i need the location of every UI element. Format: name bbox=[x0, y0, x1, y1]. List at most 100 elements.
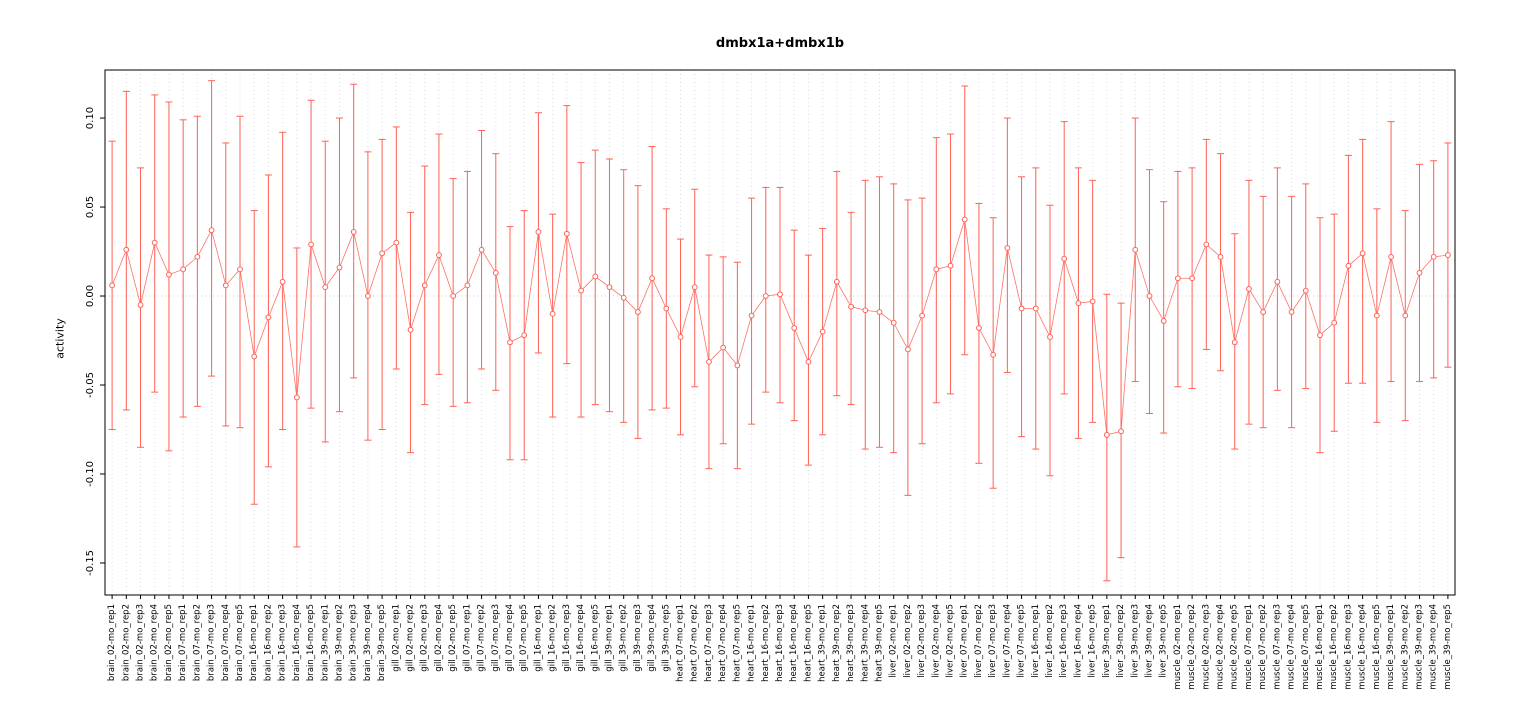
x-tick-label: heart_07-mo_rep3 bbox=[704, 604, 714, 682]
data-point bbox=[990, 351, 997, 358]
chart-title: dmbx1a+dmbx1b bbox=[715, 36, 845, 51]
data-point bbox=[762, 293, 769, 299]
data-point bbox=[976, 325, 982, 331]
data-point bbox=[1231, 339, 1238, 346]
x-tick-label: liver_16-mo_rep2 bbox=[1045, 604, 1055, 678]
data-point bbox=[1416, 269, 1423, 276]
x-tick-label: heart_39-mo_rep2 bbox=[832, 604, 842, 682]
data-point bbox=[180, 266, 187, 273]
x-tick-label: brain_02-mo_rep2 bbox=[121, 604, 131, 681]
data-point bbox=[620, 294, 627, 301]
data-point bbox=[1189, 275, 1196, 282]
data-point bbox=[237, 266, 243, 273]
x-tick-label: heart_07-mo_rep1 bbox=[676, 604, 686, 682]
data-point bbox=[123, 246, 130, 253]
data-point bbox=[1203, 241, 1210, 248]
x-tick-label: liver_39-mo_rep2 bbox=[1116, 604, 1126, 678]
data-point bbox=[194, 253, 201, 260]
x-tick-label: brain_16-mo_rep4 bbox=[292, 604, 302, 681]
data-point bbox=[308, 241, 314, 248]
data-point bbox=[1089, 298, 1096, 305]
x-tick-label: muscle_16-mo_rep3 bbox=[1343, 604, 1353, 690]
x-tick-label: brain_07-mo_rep5 bbox=[235, 604, 245, 681]
x-tick-label: muscle_07-mo_rep3 bbox=[1272, 604, 1282, 690]
x-tick-label: muscle_39-mo_rep3 bbox=[1414, 604, 1424, 690]
x-tick-label: gill_16-mo_rep1 bbox=[533, 604, 543, 672]
data-point bbox=[734, 362, 741, 369]
x-tick-label: brain_07-mo_rep3 bbox=[207, 604, 217, 681]
data-point bbox=[1075, 300, 1082, 307]
x-tick-label: brain_39-mo_rep4 bbox=[363, 604, 373, 681]
data-point bbox=[1444, 252, 1451, 258]
data-point bbox=[137, 302, 144, 308]
data-point bbox=[1260, 309, 1267, 315]
x-tick-label: brain_07-mo_rep1 bbox=[178, 604, 188, 681]
data-point bbox=[521, 332, 528, 339]
data-point bbox=[1430, 253, 1437, 260]
x-tick-label: liver_02-mo_rep2 bbox=[903, 604, 913, 678]
data-point bbox=[933, 266, 940, 273]
x-tick-label: liver_07-mo_rep3 bbox=[988, 604, 998, 678]
x-tick-label: heart_16-mo_rep2 bbox=[761, 604, 771, 682]
y-tick-label: -0.10 bbox=[85, 461, 96, 487]
data-point bbox=[791, 325, 798, 331]
data-point bbox=[1146, 293, 1153, 299]
x-tick-label: gill_07-mo_rep1 bbox=[462, 604, 472, 672]
data-point bbox=[961, 216, 968, 223]
x-tick-label: brain_39-mo_rep5 bbox=[377, 604, 387, 681]
x-tick-label: heart_07-mo_rep5 bbox=[732, 604, 742, 682]
data-point bbox=[1359, 250, 1366, 257]
x-tick-label: gill_16-mo_rep4 bbox=[576, 604, 586, 672]
x-tick-label: muscle_07-mo_rep2 bbox=[1258, 604, 1268, 690]
x-tick-label: liver_02-mo_rep5 bbox=[946, 604, 956, 678]
data-point bbox=[819, 328, 826, 335]
data-point bbox=[279, 278, 286, 285]
x-tick-label: gill_39-mo_rep2 bbox=[619, 604, 629, 672]
data-point bbox=[222, 282, 229, 289]
x-tick-label: muscle_16-mo_rep5 bbox=[1372, 604, 1382, 690]
data-point bbox=[1061, 255, 1068, 262]
x-tick-label: heart_16-mo_rep5 bbox=[803, 604, 813, 682]
x-tick-label: brain_16-mo_rep5 bbox=[306, 604, 316, 681]
data-point bbox=[876, 309, 883, 315]
data-point bbox=[1246, 285, 1252, 292]
data-point bbox=[1160, 318, 1167, 324]
x-tick-label: brain_16-mo_rep1 bbox=[249, 604, 259, 681]
x-tick-label: brain_07-mo_rep2 bbox=[192, 604, 202, 681]
x-tick-label: muscle_39-mo_rep2 bbox=[1400, 604, 1410, 690]
data-point bbox=[1004, 245, 1011, 251]
x-tick-label: gill_39-mo_rep5 bbox=[661, 604, 671, 672]
data-point bbox=[1118, 428, 1124, 435]
x-tick-label: muscle_02-mo_rep2 bbox=[1187, 604, 1197, 690]
data-point bbox=[1402, 312, 1409, 319]
data-point bbox=[364, 293, 371, 299]
x-tick-label: liver_16-mo_rep5 bbox=[1088, 604, 1098, 678]
data-point bbox=[1103, 431, 1110, 438]
data-point bbox=[379, 250, 386, 257]
x-tick-label: brain_02-mo_rep3 bbox=[136, 604, 146, 681]
x-tick-label: muscle_02-mo_rep3 bbox=[1201, 604, 1211, 690]
y-tick-label: 0.10 bbox=[85, 107, 96, 129]
data-point bbox=[208, 227, 215, 234]
x-tick-label: muscle_07-mo_rep4 bbox=[1287, 604, 1297, 690]
x-tick-label: gill_07-mo_rep4 bbox=[505, 604, 515, 672]
data-point bbox=[1345, 262, 1352, 269]
x-tick-label: liver_07-mo_rep4 bbox=[1002, 604, 1012, 678]
x-tick-label: liver_07-mo_rep5 bbox=[1017, 604, 1027, 678]
x-tick-label: gill_02-mo_rep5 bbox=[448, 604, 458, 672]
x-tick-label: heart_39-mo_rep4 bbox=[860, 604, 870, 682]
data-point bbox=[393, 239, 400, 246]
x-tick-label: heart_39-mo_rep1 bbox=[818, 604, 828, 682]
x-tick-label: heart_07-mo_rep2 bbox=[690, 604, 700, 682]
x-tick-label: liver_07-mo_rep2 bbox=[974, 604, 984, 678]
data-point bbox=[890, 319, 897, 326]
x-tick-label: gill_16-mo_rep5 bbox=[590, 604, 600, 672]
data-point bbox=[592, 273, 599, 280]
data-point bbox=[578, 287, 584, 294]
x-tick-label: brain_16-mo_rep2 bbox=[263, 604, 273, 681]
y-tick-label: 0.00 bbox=[85, 285, 96, 307]
x-tick-label: muscle_39-mo_rep5 bbox=[1443, 604, 1453, 690]
data-point bbox=[549, 310, 556, 317]
data-point bbox=[1331, 319, 1338, 326]
